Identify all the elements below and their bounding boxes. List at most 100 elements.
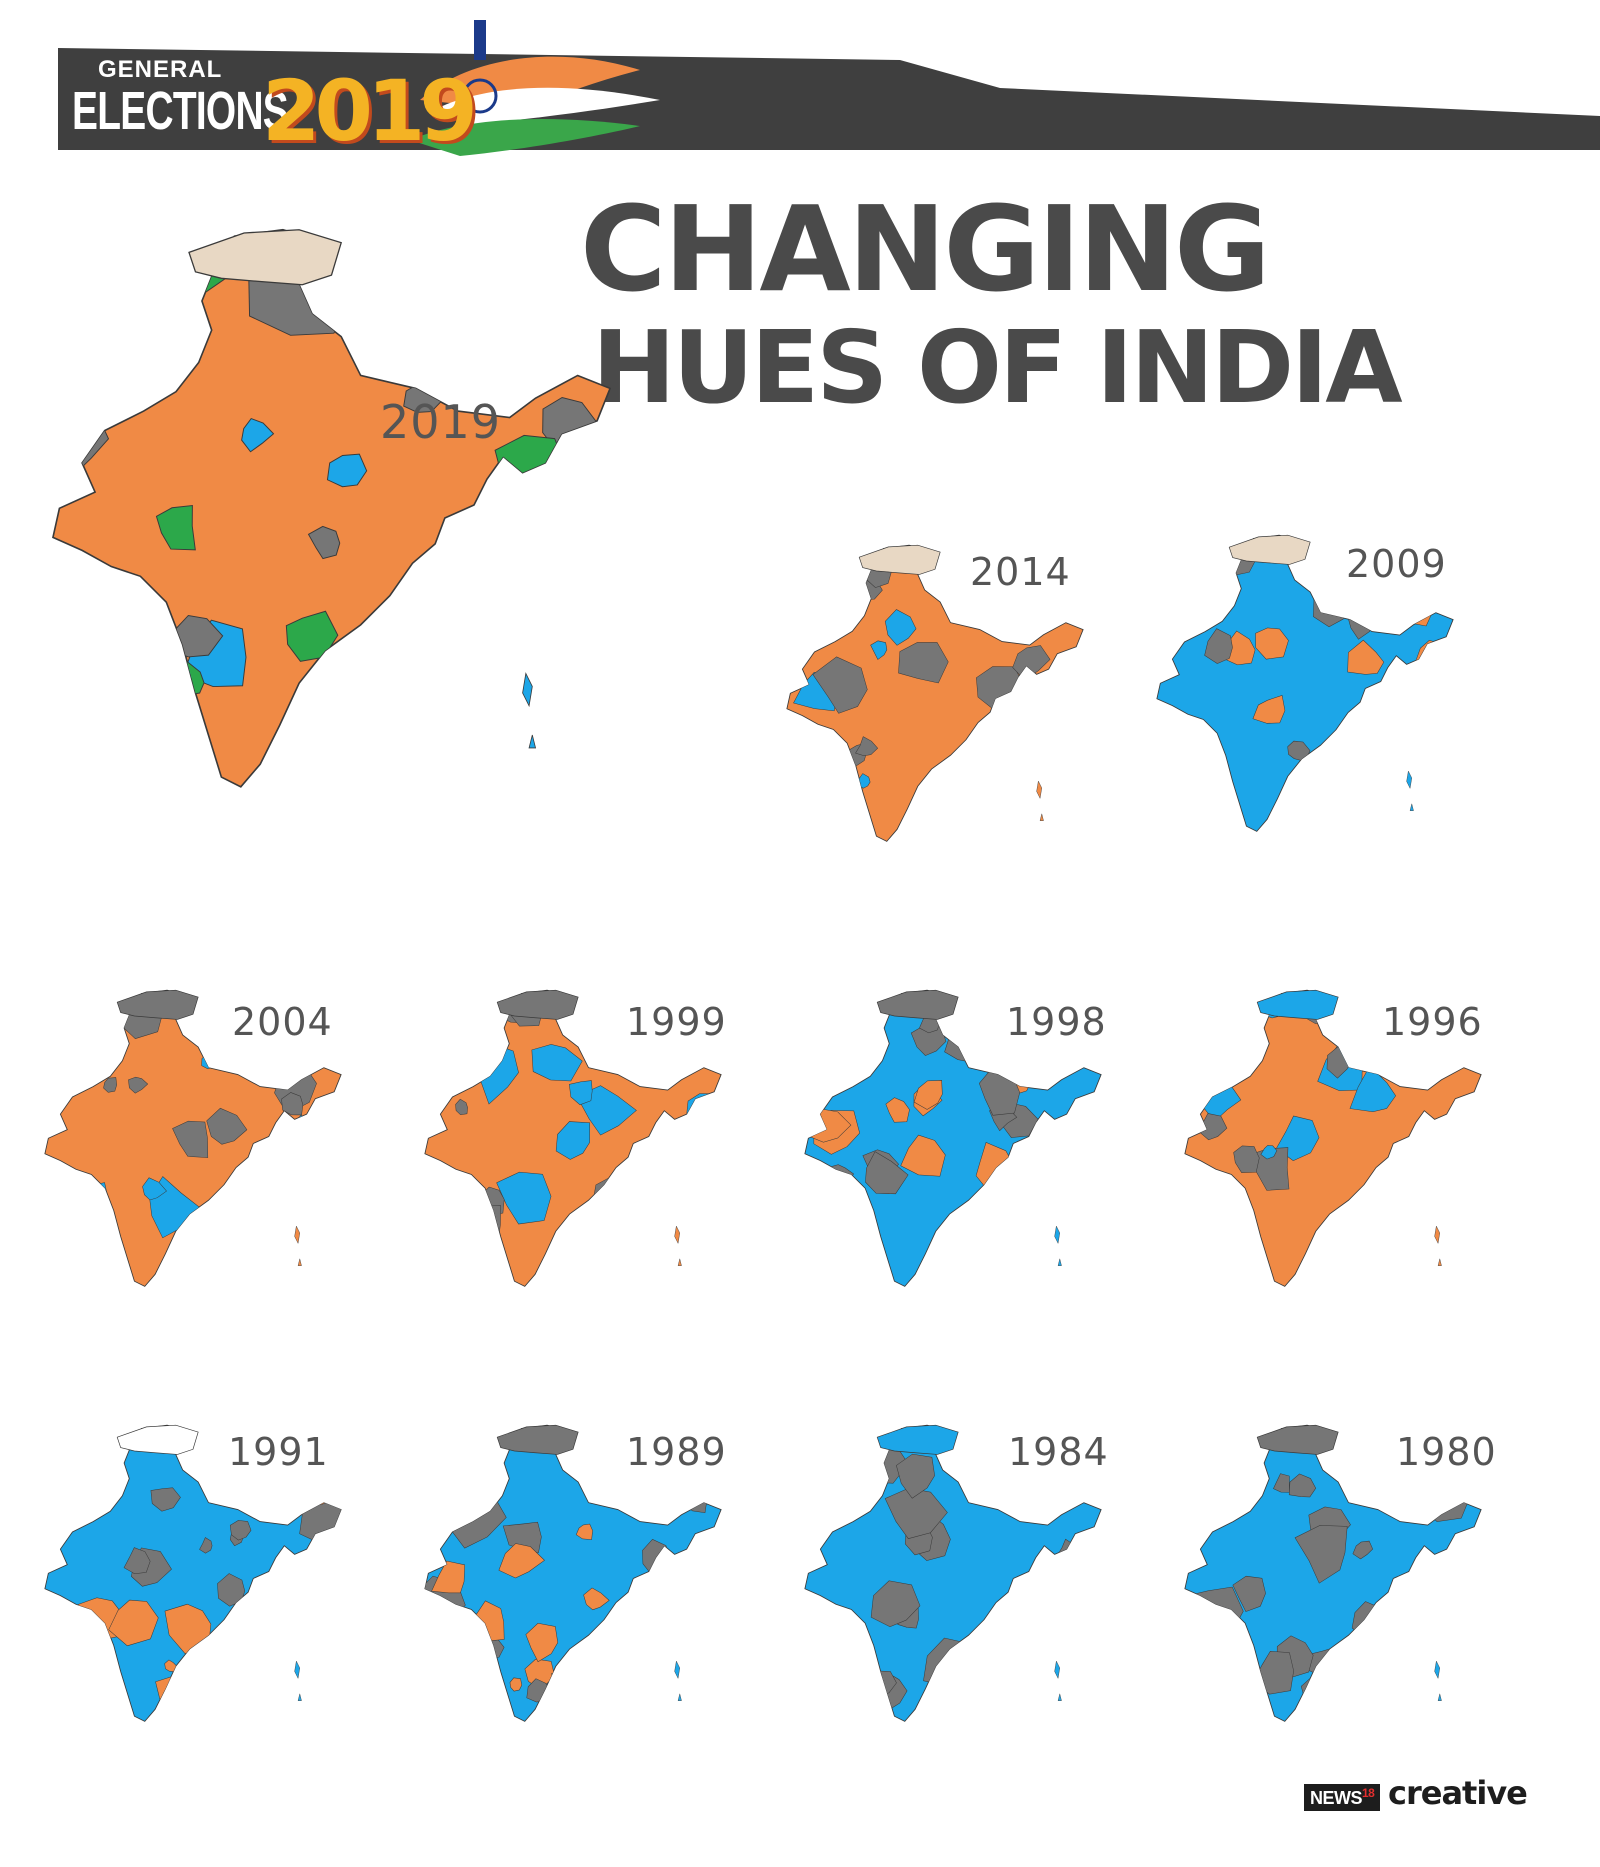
map-1989-region-orange	[498, 1543, 545, 1579]
map-1989-region-grey	[682, 1666, 722, 1722]
map-1989-region-orange	[431, 1560, 466, 1594]
map-2004-region-blue	[94, 1213, 113, 1233]
map-1980-region-grey	[1347, 1455, 1390, 1499]
map-2004-region-blue	[184, 1232, 213, 1262]
map-1998-kashmir-region	[876, 989, 959, 1020]
map-1980-region-grey	[1323, 1691, 1350, 1714]
map-2009-region-orange	[1157, 586, 1183, 611]
map-1980-region-grey	[1232, 1575, 1266, 1612]
map-2019-region-grey	[307, 525, 341, 560]
map-1989-region-orange	[509, 1677, 523, 1692]
map-1996-region-grey	[1393, 1044, 1416, 1066]
map-2004-region-grey	[259, 1057, 284, 1088]
map-2019-region-green	[450, 571, 480, 604]
map-1998-shape	[804, 989, 1102, 1287]
map-2014-islands	[1036, 780, 1044, 821]
map-1999-region-blue	[569, 1080, 593, 1106]
map-1980-kashmir-region	[1256, 1424, 1339, 1455]
map-1999-region-blue	[635, 1268, 650, 1281]
map-1999-region-grey	[455, 1098, 468, 1116]
map-2004-region-blue	[73, 1242, 118, 1287]
map-1989-region-orange	[525, 1623, 559, 1663]
map-year-label-1998: 1998	[1006, 1000, 1107, 1044]
map-1998-region-orange	[834, 1040, 871, 1081]
map-1984-shape	[804, 1424, 1102, 1722]
map-1980-region-grey	[1210, 1615, 1226, 1633]
map-1996-region-blue	[1350, 1229, 1402, 1277]
map-1984-kashmir-region	[876, 1424, 959, 1455]
map-2004-region-grey	[44, 990, 74, 1024]
map-2004-region-grey	[103, 1077, 117, 1093]
map-2009-region-orange	[1362, 586, 1391, 620]
map-2014-region-blue	[815, 806, 843, 842]
map-2004-region-grey	[281, 1092, 304, 1116]
map-1999-kashmir-region	[496, 989, 579, 1020]
map-2019-region-grey	[98, 268, 133, 308]
map-2004-shape	[44, 989, 342, 1287]
map-1984-region-grey	[1055, 1570, 1090, 1606]
map-2004-islands	[294, 1225, 302, 1266]
map-1998-islands	[1054, 1225, 1062, 1266]
map-2014-region-grey	[1012, 645, 1051, 681]
map-1989-kashmir-region	[496, 1424, 579, 1455]
map-2004-region-blue	[142, 1177, 167, 1201]
map-1989-islands	[674, 1660, 682, 1701]
map-1998-region-orange	[885, 1097, 910, 1123]
banner-bar	[58, 48, 1600, 150]
map-2014-region-blue	[870, 640, 888, 660]
map-1999-region-blue	[576, 1085, 637, 1136]
map-1999-region-grey	[463, 1021, 505, 1061]
map-1998-region-grey	[865, 1151, 909, 1195]
map-2009-region-orange	[1391, 585, 1435, 627]
map-1989-region-orange	[575, 1523, 593, 1540]
map-1989-region-orange	[426, 1607, 481, 1658]
map-2009-region-orange	[1347, 639, 1385, 675]
map-2014-region-grey	[812, 656, 868, 714]
map-1984-region-grey	[1045, 1609, 1097, 1663]
map-1984-region-grey	[836, 1666, 869, 1697]
map-2009-region-orange	[1255, 627, 1289, 660]
map-1980-islands	[1434, 1660, 1442, 1701]
map-2009-region-grey	[1180, 772, 1234, 818]
map-1996-shape	[1184, 989, 1482, 1287]
map-1996-kashmir-region	[1256, 989, 1339, 1020]
map-1991-region-grey	[199, 1537, 213, 1554]
map-1991-region-grey	[288, 1590, 316, 1621]
map-2019-region-blue	[125, 229, 184, 280]
map-1998-region-grey	[824, 1000, 840, 1017]
map-2004-region-blue	[307, 1144, 322, 1159]
map-2019-base	[52, 228, 612, 788]
map-1984-region-grey	[1013, 1694, 1039, 1717]
map-2019-region-green	[334, 239, 382, 288]
map-1980-region-grey	[1294, 1525, 1348, 1584]
map-2014-region-blue	[1025, 746, 1062, 777]
banner-elections-label: ELECTIONS	[72, 81, 289, 141]
map-year-label-2009: 2009	[1346, 542, 1447, 586]
map-1996-region-grey	[1324, 1228, 1378, 1284]
map-2019-islands	[522, 672, 537, 749]
banner-flag-green	[410, 118, 640, 156]
map-2009-region-orange	[1252, 694, 1286, 724]
map-1999-region-blue	[496, 1171, 552, 1225]
map-1996-base	[1184, 989, 1482, 1287]
map-1980-region-grey	[1273, 1473, 1290, 1493]
map-1999-region-grey	[642, 1246, 677, 1276]
map-1991-region-orange	[108, 1599, 159, 1647]
map-1996-region-blue	[1349, 1065, 1397, 1113]
map-1991-region-grey	[150, 1487, 181, 1512]
map-2004-region-grey	[206, 1107, 248, 1145]
map-1980-region-grey	[1414, 1606, 1457, 1648]
map-2009-region-orange	[1413, 734, 1454, 782]
map-year-label-1999: 1999	[626, 1000, 727, 1044]
news18-logo-box: NEWS18	[1304, 1784, 1381, 1811]
map-1996-region-grey	[1201, 1036, 1224, 1060]
map-1984-islands	[1054, 1660, 1062, 1701]
map-1991-islands	[294, 1660, 302, 1701]
map-year-label-2014: 2014	[970, 550, 1071, 594]
map-1980-region-grey	[1346, 1675, 1377, 1709]
map-2019-region-blue	[515, 610, 543, 645]
map-1996-region-blue	[1406, 1161, 1436, 1196]
page-title-line-1: CHANGING	[580, 180, 1271, 318]
map-1996-islands	[1434, 1225, 1442, 1266]
page-title-line-2: HUES OF INDIA	[592, 309, 1403, 426]
